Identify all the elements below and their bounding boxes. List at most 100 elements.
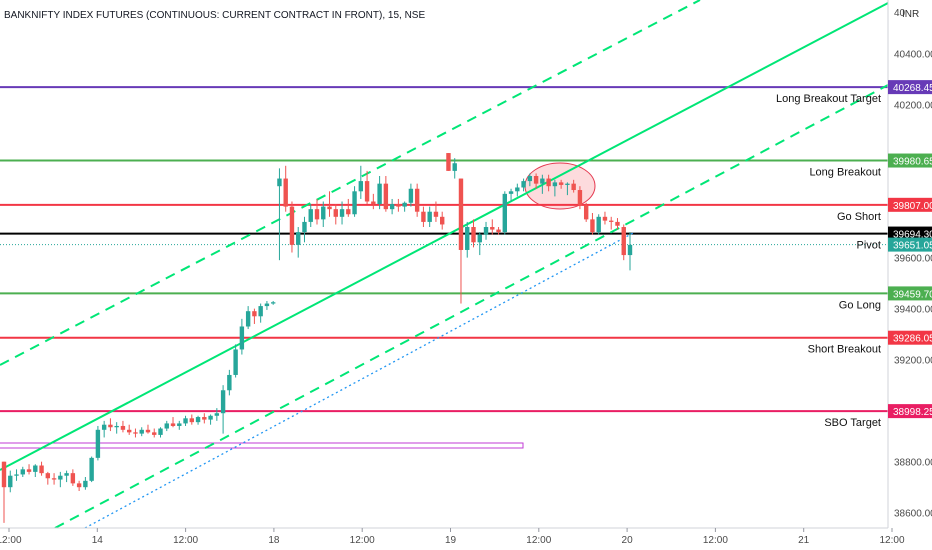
candle-body[interactable] xyxy=(170,423,176,426)
candle-body[interactable] xyxy=(95,429,101,458)
candle-body[interactable] xyxy=(20,469,25,475)
candle-body[interactable] xyxy=(333,209,338,217)
candle-body[interactable] xyxy=(402,202,407,207)
candle-body[interactable] xyxy=(177,423,182,426)
candle-body[interactable] xyxy=(414,188,420,212)
candle-body[interactable] xyxy=(145,429,151,433)
candle-body[interactable] xyxy=(521,181,526,188)
candle-body[interactable] xyxy=(615,221,620,226)
candle-body[interactable] xyxy=(308,209,313,222)
candle-body[interactable] xyxy=(602,216,608,221)
candle-body[interactable] xyxy=(127,429,132,433)
candle-body[interactable] xyxy=(327,206,332,210)
candle-body[interactable] xyxy=(389,204,395,210)
candle-body[interactable] xyxy=(502,193,507,233)
candle-body[interactable] xyxy=(358,181,364,192)
candle-body[interactable] xyxy=(583,205,589,220)
candle-body[interactable] xyxy=(195,417,201,423)
candle-body[interactable] xyxy=(458,178,464,250)
candle-body[interactable] xyxy=(440,216,445,225)
candle-body[interactable] xyxy=(483,227,489,235)
candle-body[interactable] xyxy=(83,480,88,488)
candle-body[interactable] xyxy=(446,153,451,171)
candle-body[interactable] xyxy=(270,302,276,304)
candle-body[interactable] xyxy=(452,163,457,171)
candle-body[interactable] xyxy=(76,483,82,488)
candle-body[interactable] xyxy=(471,227,476,243)
candle-body[interactable] xyxy=(51,478,57,480)
candle-body[interactable] xyxy=(264,303,270,307)
candle-body[interactable] xyxy=(609,220,614,222)
candle-body[interactable] xyxy=(565,183,570,185)
candle-body[interactable] xyxy=(208,415,213,420)
candle-body[interactable] xyxy=(89,457,94,481)
candle-body[interactable] xyxy=(214,413,220,416)
candle-body[interactable] xyxy=(515,187,520,192)
candle-body[interactable] xyxy=(339,209,345,217)
candle-body[interactable] xyxy=(490,227,495,230)
candle-body[interactable] xyxy=(540,178,545,184)
candle-body[interactable] xyxy=(289,206,295,245)
candle-body[interactable] xyxy=(139,429,144,434)
candle-body[interactable] xyxy=(233,349,238,375)
candle-body[interactable] xyxy=(120,425,126,430)
candle-body[interactable] xyxy=(627,244,633,256)
candle-body[interactable] xyxy=(239,326,245,350)
candle-body[interactable] xyxy=(465,227,470,250)
candle-body[interactable] xyxy=(296,232,301,245)
candle-body[interactable] xyxy=(371,201,376,205)
candle-body[interactable] xyxy=(427,211,432,222)
candle-body[interactable] xyxy=(183,418,188,424)
plot-area[interactable] xyxy=(0,0,888,528)
candle-body[interactable] xyxy=(70,473,76,484)
candle-body[interactable] xyxy=(277,178,282,187)
candle-body[interactable] xyxy=(321,206,326,220)
candle-body[interactable] xyxy=(533,176,539,184)
candle-body[interactable] xyxy=(571,183,576,191)
candle-body[interactable] xyxy=(577,190,583,206)
candle-body[interactable] xyxy=(202,417,207,420)
candle-body[interactable] xyxy=(8,475,13,488)
candle-body[interactable] xyxy=(527,176,533,182)
candle-body[interactable] xyxy=(346,209,351,215)
candle-body[interactable] xyxy=(245,311,251,327)
candle-body[interactable] xyxy=(26,469,32,472)
candle-body[interactable] xyxy=(314,209,320,220)
candle-body[interactable] xyxy=(58,475,63,480)
candle-body[interactable] xyxy=(283,178,288,207)
candle-body[interactable] xyxy=(64,473,69,476)
candle-body[interactable] xyxy=(477,234,482,243)
candle-body[interactable] xyxy=(152,432,157,435)
candle-body[interactable] xyxy=(258,306,263,317)
candle-body[interactable] xyxy=(558,182,564,185)
candle-body[interactable] xyxy=(220,390,226,414)
candle-body[interactable] xyxy=(189,418,194,423)
candle-body[interactable] xyxy=(133,432,138,434)
candle-body[interactable] xyxy=(14,474,19,476)
candle-body[interactable] xyxy=(508,191,514,194)
candle-body[interactable] xyxy=(39,465,44,474)
candle-body[interactable] xyxy=(158,428,163,435)
currency-label[interactable]: INR xyxy=(902,9,919,20)
candle-body[interactable] xyxy=(552,182,558,187)
candle-body[interactable] xyxy=(252,311,257,317)
candle-body[interactable] xyxy=(108,424,113,428)
candle-body[interactable] xyxy=(408,188,414,203)
candle-body[interactable] xyxy=(1,461,7,488)
candle-body[interactable] xyxy=(352,191,357,215)
candle-body[interactable] xyxy=(621,227,626,256)
candle-body[interactable] xyxy=(101,424,107,430)
candle-body[interactable] xyxy=(33,465,38,472)
candle-body[interactable] xyxy=(590,219,595,233)
candle-body[interactable] xyxy=(114,425,119,428)
candle-body[interactable] xyxy=(396,204,401,207)
candle-body[interactable] xyxy=(546,178,551,187)
candle-body[interactable] xyxy=(302,221,307,233)
candle-body[interactable] xyxy=(421,211,426,222)
candle-body[interactable] xyxy=(383,183,389,210)
candle-body[interactable] xyxy=(433,211,439,217)
candle-body[interactable] xyxy=(364,181,370,202)
candle-body[interactable] xyxy=(596,216,601,233)
candle-body[interactable] xyxy=(496,229,501,233)
time-axis[interactable] xyxy=(0,528,932,550)
